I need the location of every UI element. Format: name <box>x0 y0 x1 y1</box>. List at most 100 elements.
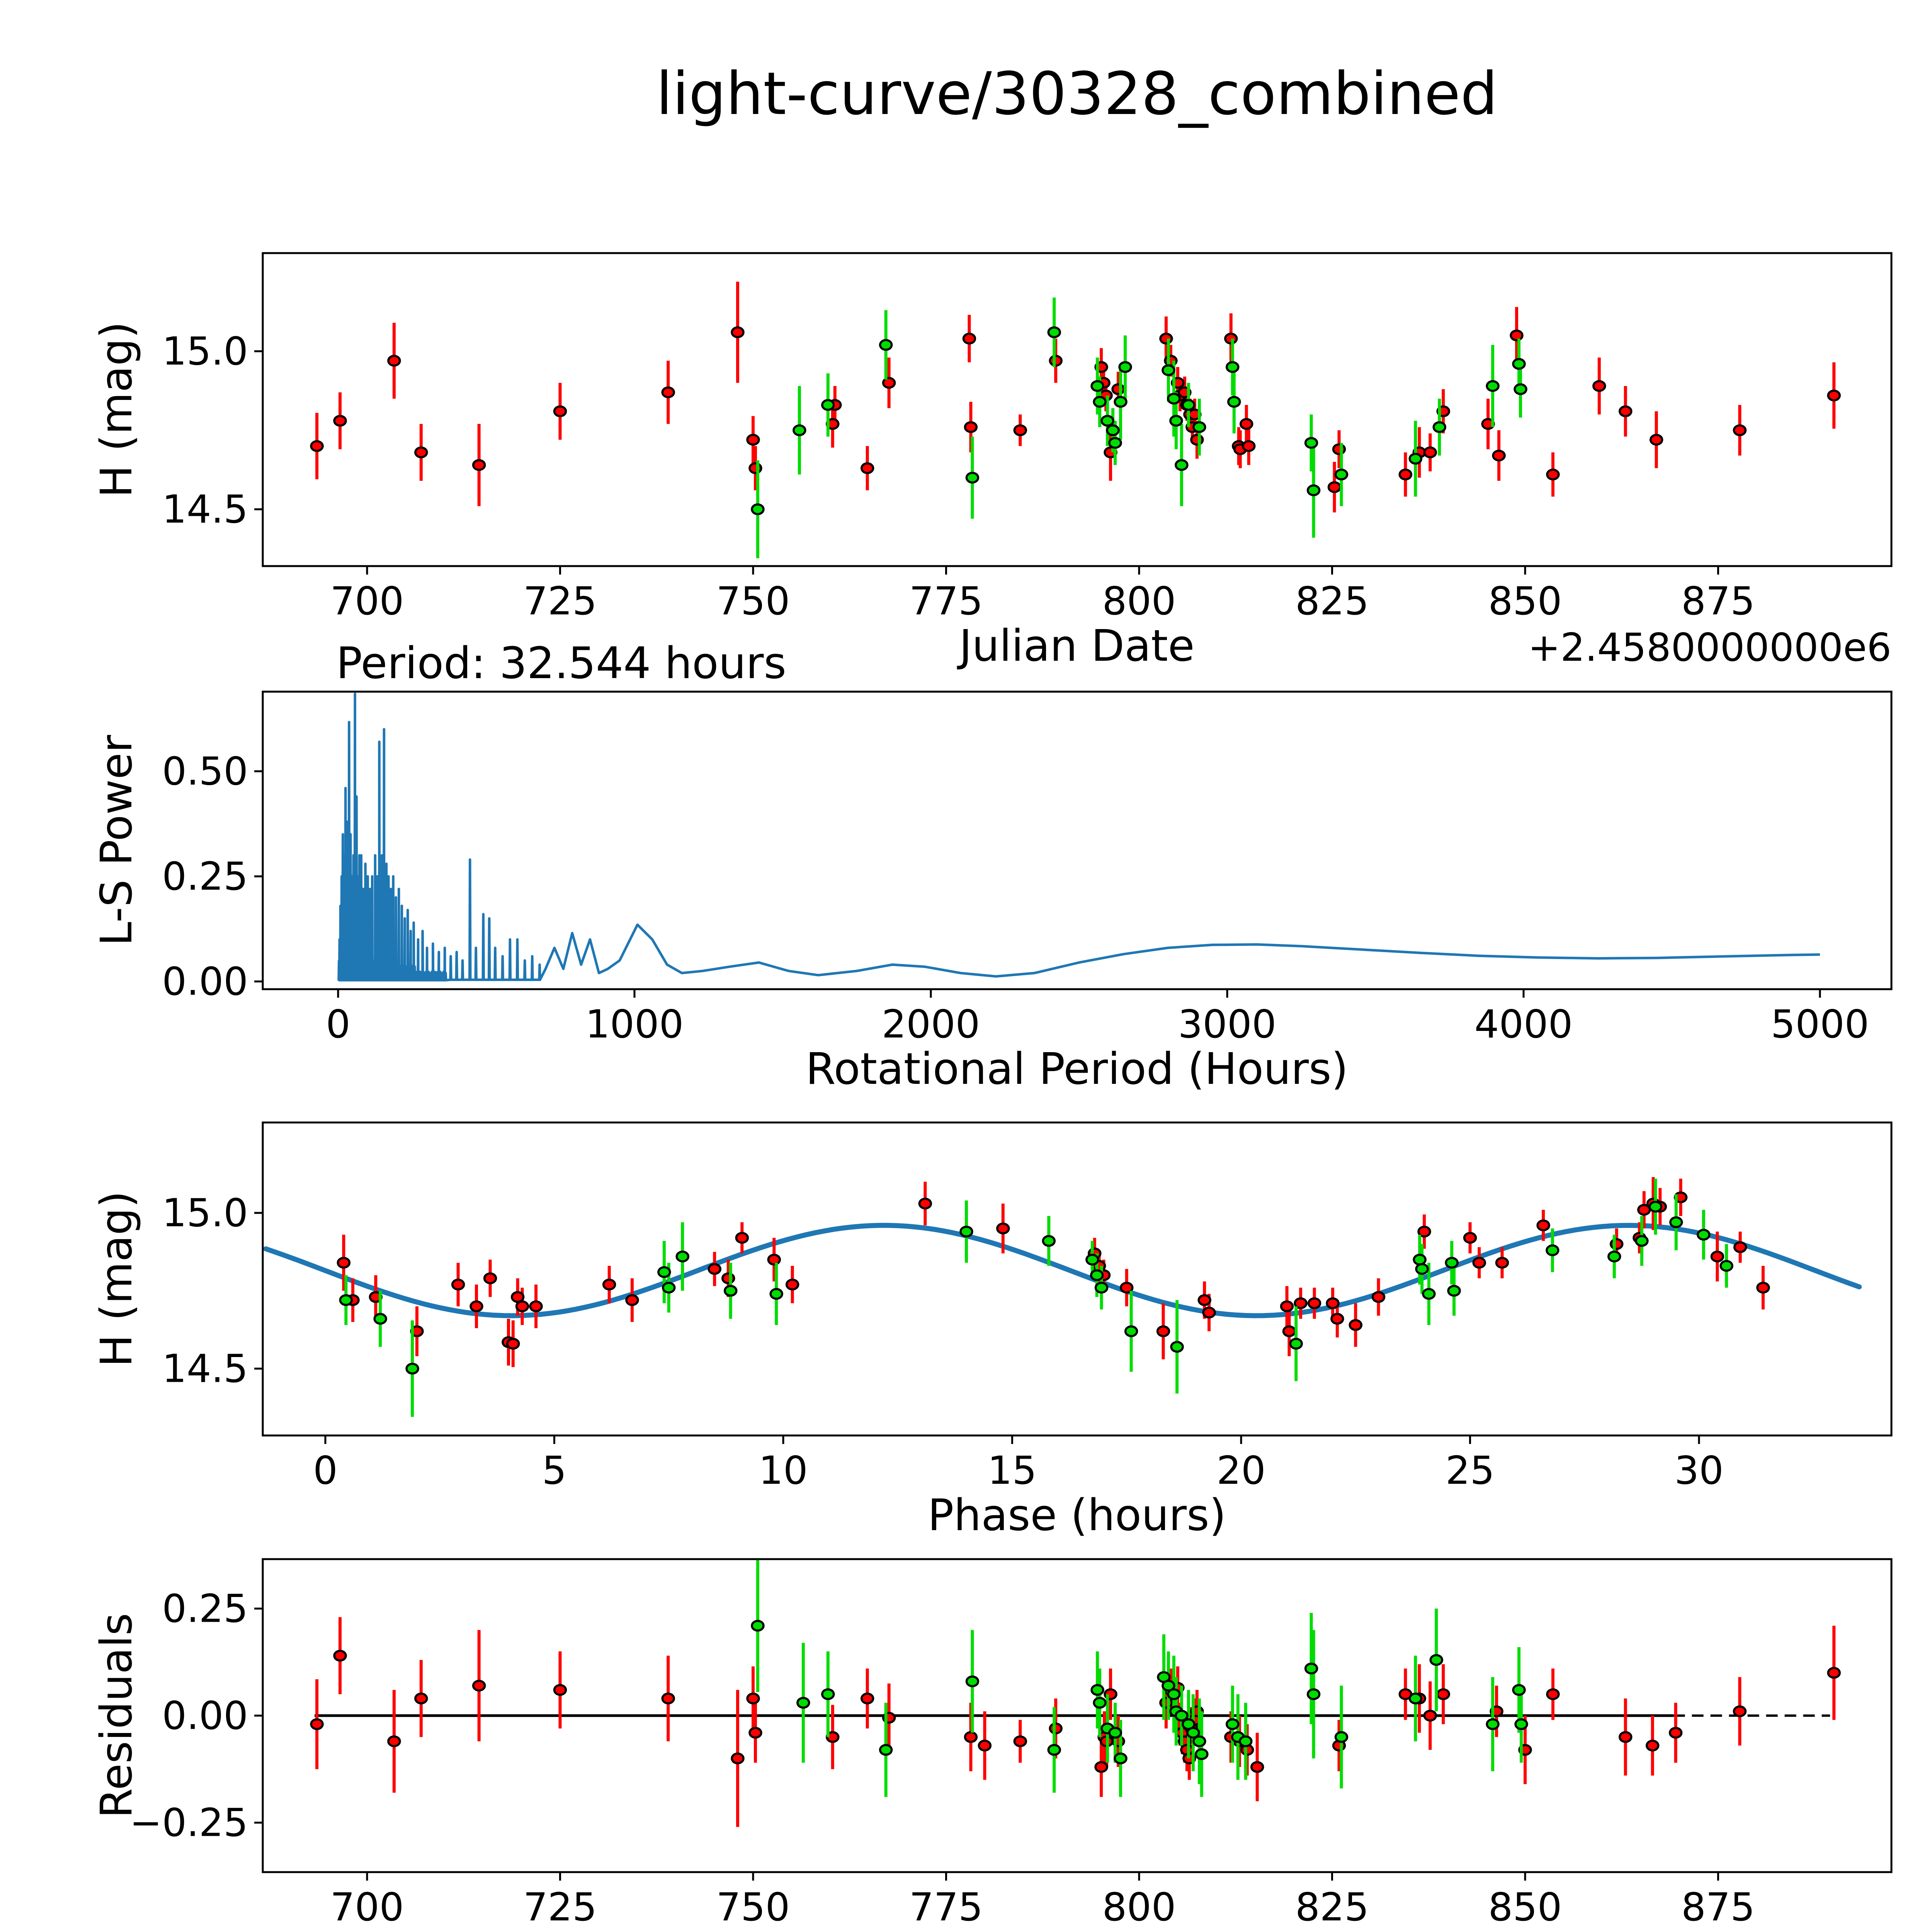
data-point <box>1162 364 1175 376</box>
x-tick-label: 2000 <box>882 1002 980 1047</box>
data-point <box>735 1232 749 1244</box>
p1-y-axis-label: H (mag) <box>92 321 142 498</box>
y-tick-label: 0.00 <box>162 1693 248 1738</box>
data-point <box>1013 1735 1027 1747</box>
data-point <box>1436 1688 1450 1700</box>
data-point <box>1175 459 1189 471</box>
series-red <box>310 282 1841 513</box>
y-tick-label: −0.25 <box>130 1800 248 1845</box>
data-point <box>1239 418 1253 430</box>
data-point <box>860 1692 874 1704</box>
data-point <box>1472 1257 1486 1269</box>
data-point <box>882 377 896 389</box>
data-point <box>962 333 976 345</box>
data-point <box>1159 1697 1173 1709</box>
data-point <box>1090 1684 1104 1696</box>
data-point <box>1294 1297 1308 1309</box>
data-point <box>1167 393 1181 405</box>
data-point <box>625 1294 639 1306</box>
data-point <box>1227 396 1241 408</box>
data-point <box>879 339 893 351</box>
p4-x-axis-offset: +2.4580000000e6 <box>1528 1931 1891 1932</box>
data-point <box>1332 443 1346 455</box>
panel-jd-lightcurve: 700 725 750 775 800 825 850 875 15.0 14.5 H (mag)… <box>92 252 1893 671</box>
data-point <box>1306 484 1321 497</box>
data-point <box>469 1300 483 1313</box>
data-point <box>510 1291 525 1303</box>
data-point <box>731 1752 745 1765</box>
data-point <box>1413 1253 1427 1266</box>
data-point <box>1013 424 1027 436</box>
data-point <box>1429 1654 1443 1666</box>
data-point <box>1042 1235 1056 1247</box>
p4-x-axis-label: Julian Date <box>957 1927 1194 1932</box>
data-point <box>1282 1325 1296 1337</box>
data-point <box>339 1294 353 1306</box>
data-point <box>1609 1238 1624 1250</box>
x-tick-label: 700 <box>330 1884 404 1930</box>
data-point <box>1175 1709 1189 1722</box>
data-point <box>1289 1338 1303 1350</box>
data-point <box>1546 1244 1560 1256</box>
data-point <box>373 1313 387 1325</box>
data-point <box>793 424 806 436</box>
data-point <box>1827 389 1841 401</box>
data-point <box>337 1257 351 1269</box>
data-point <box>1514 383 1527 395</box>
panel-phased-lightcurve: 0 5 10 15 20 25 30 15.0 14.5 H (mag) Phase (hour… <box>92 1121 1893 1541</box>
x-tick-label: 1000 <box>585 1002 684 1047</box>
data-point <box>451 1279 465 1291</box>
data-point <box>661 1692 675 1704</box>
data-point <box>1417 1226 1431 1238</box>
data-point <box>1697 1229 1711 1241</box>
data-point <box>1226 361 1240 373</box>
data-point <box>1607 1250 1621 1263</box>
data-point <box>1432 421 1446 433</box>
data-point <box>1162 1680 1175 1692</box>
data-point <box>1304 1662 1318 1675</box>
data-point <box>661 386 675 398</box>
x-tick-label: 0 <box>313 1448 338 1493</box>
p2-x-axis-label: Rotational Period (Hours) <box>806 1044 1348 1094</box>
data-point <box>965 1675 980 1687</box>
y-tick-label: 0.50 <box>162 749 248 794</box>
y-tick-label: 14.5 <box>162 487 248 532</box>
data-point <box>1085 1253 1099 1266</box>
data-point <box>721 1272 735 1284</box>
data-point <box>1398 468 1413 481</box>
data-point <box>1202 1306 1216 1319</box>
y-tick-label: 15.0 <box>162 1190 248 1236</box>
p2-y-axis-label: L-S Power <box>92 735 142 946</box>
data-point <box>529 1300 543 1313</box>
data-point <box>483 1272 497 1284</box>
data-point <box>1170 1341 1184 1353</box>
data-point <box>405 1362 419 1375</box>
periodogram-curve <box>337 692 1820 981</box>
data-point <box>1190 434 1204 446</box>
data-point <box>472 459 486 471</box>
data-point <box>1827 1667 1841 1679</box>
x-tick-label: 25 <box>1446 1448 1495 1493</box>
data-point <box>860 462 874 474</box>
x-tick-label: 750 <box>716 578 790 624</box>
data-point <box>879 1744 893 1756</box>
data-point <box>1090 1269 1104 1281</box>
p3-y-axis-label: H (mag) <box>92 1191 142 1367</box>
x-tick-label: 5 <box>542 1448 567 1493</box>
x-tick-label: 725 <box>523 1884 597 1930</box>
data-point <box>1167 1688 1181 1700</box>
data-point <box>1226 1718 1240 1730</box>
data-point <box>1330 1313 1344 1325</box>
x-tick-label: 825 <box>1295 1884 1369 1930</box>
data-point <box>1114 396 1128 408</box>
series-green <box>751 297 1527 558</box>
data-point <box>1306 1688 1321 1700</box>
data-point <box>414 446 428 459</box>
data-point <box>1422 1288 1436 1300</box>
data-point <box>472 1680 486 1692</box>
data-point <box>1719 1260 1733 1272</box>
panel-residuals: 700 725 750 775 800 825 850 875 0.25 0.00 −0.25 Re… <box>92 1558 1893 1932</box>
data-point <box>964 421 978 433</box>
data-point <box>1408 1692 1423 1704</box>
data-point <box>751 503 765 515</box>
